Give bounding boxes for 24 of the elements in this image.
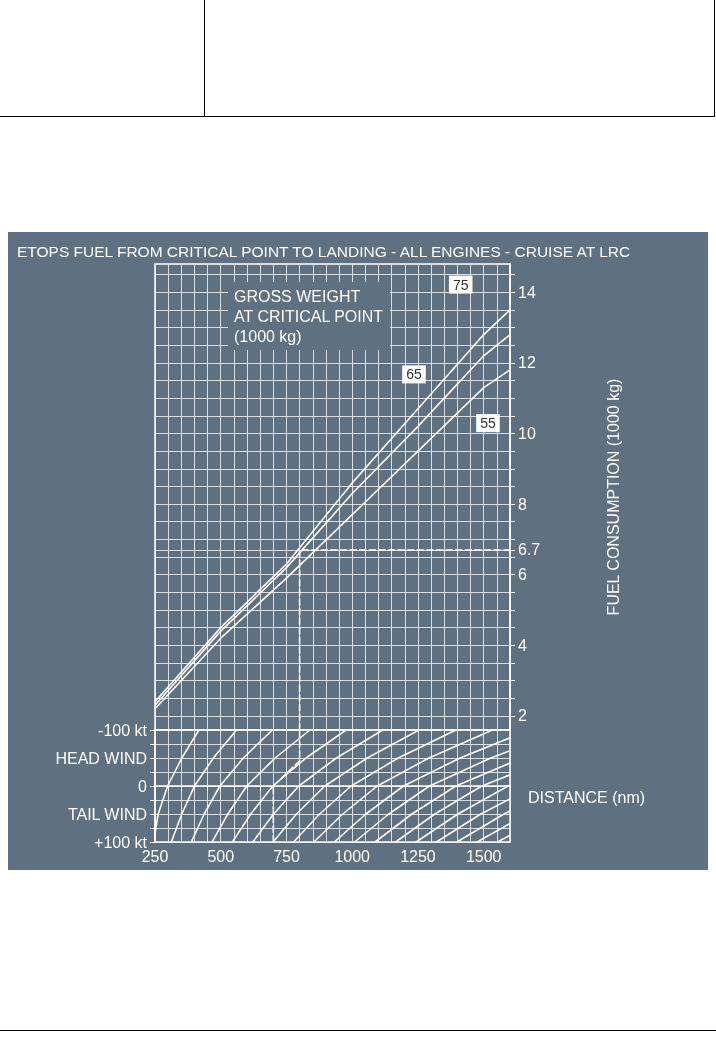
y-tick-label: 4 bbox=[518, 636, 527, 654]
y-tick-label: 6 bbox=[518, 566, 527, 584]
y-tick-label: HEAD WIND bbox=[55, 749, 147, 767]
x-tick-label: 1500 bbox=[465, 847, 502, 865]
y-tick-label: TAIL WIND bbox=[67, 805, 147, 823]
series-label: 65 bbox=[406, 366, 422, 383]
y-axis-title: FUEL CONSUMPTION (1000 kg) bbox=[604, 378, 622, 616]
series-label: 55 bbox=[480, 415, 496, 432]
text: 75 bbox=[452, 276, 469, 293]
y-tick-label: 10 bbox=[518, 424, 536, 442]
y-tick-label: -100 kt bbox=[98, 721, 148, 739]
y-tick-label: 6.7 bbox=[518, 541, 541, 559]
chart-title: ETOPS FUEL FROM CRITICAL POINT TO LANDING - ALL ENGINES - CRUISE AT LRC bbox=[17, 242, 631, 260]
y-tick-label: 8 bbox=[518, 495, 527, 513]
x-tick-label: 750 bbox=[273, 847, 300, 865]
y-tick-label: 0 bbox=[138, 777, 148, 795]
y-tick-label: 14 bbox=[518, 283, 536, 301]
x-tick-label: 1250 bbox=[400, 847, 436, 865]
x-tick-label: 500 bbox=[207, 847, 235, 865]
legend-title: GROSS WEIGHT AT CRITICAL POINT (1000 kg) bbox=[234, 287, 384, 345]
x-axis-title: DISTANCE (nm) bbox=[528, 788, 646, 806]
y-tick-label: 2 bbox=[518, 707, 527, 725]
x-tick-label: 1000 bbox=[334, 847, 371, 865]
y-tick-label: 12 bbox=[518, 354, 536, 372]
